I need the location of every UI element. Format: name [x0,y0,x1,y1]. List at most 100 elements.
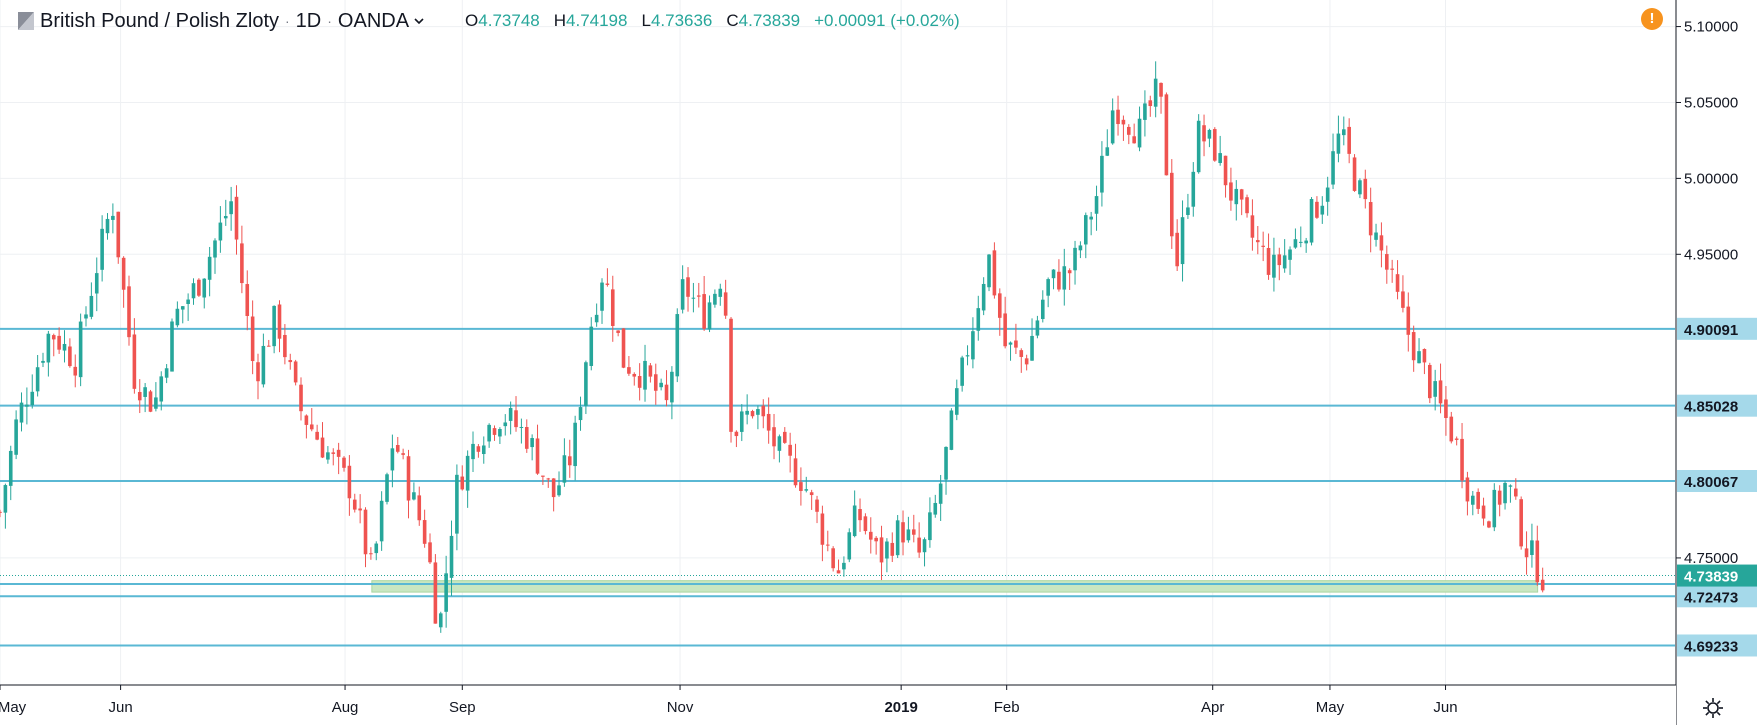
candle-body [401,453,405,455]
candle-body [664,384,669,401]
level-badge-label: 4.72473 [1684,589,1738,606]
candle-body [288,360,293,363]
candle-body [164,368,169,378]
candle-body [1143,103,1147,120]
candle-body [1089,216,1093,220]
candle-body [713,293,717,305]
candle-body [266,345,271,347]
candle-body [1180,217,1185,265]
candle-body [1126,126,1131,135]
candle-body [132,334,137,389]
candle-body [1261,245,1265,247]
interval-label[interactable]: 1D [295,9,322,32]
candle-body [180,306,185,310]
candle-body [293,361,298,383]
candle-body [971,331,975,360]
high-value: 4.74198 [566,11,628,30]
exchange-label[interactable]: OANDA [337,9,410,32]
candle-body [277,304,282,339]
candle-body [433,562,438,624]
x-tick-label: May [0,699,27,716]
alert-icon[interactable]: ! [1641,8,1663,30]
candle-body [842,562,846,570]
candle-body [901,522,905,543]
candle-body [250,316,255,362]
candle-body [567,456,572,466]
candle-body [19,402,24,423]
candle-body [223,215,228,219]
candle-body [1051,269,1056,279]
candle-body [1530,540,1534,555]
candle-body [309,424,314,430]
x-tick-label: 2019 [884,699,917,716]
candle-body [1352,157,1357,191]
candle-body [616,330,620,333]
x-tick-label: Sep [449,699,476,716]
candle-body [444,573,448,612]
candle-body [1078,245,1083,251]
candle-body [213,240,217,258]
candle-body [1196,120,1201,173]
candle-body [643,360,647,390]
candle-body [723,292,728,316]
candle-body [229,201,233,215]
open-value: 4.73748 [478,11,540,30]
low-label: L [641,11,651,30]
candle-body [928,512,932,541]
candle-body [197,279,201,296]
candle-body [1057,271,1061,290]
candle-body [944,446,948,480]
candle-body [578,407,583,421]
candle-body [1497,490,1502,505]
candle-body [3,485,8,513]
candle-body [627,367,631,374]
candle-body [73,366,78,376]
level-badge-label: 4.90091 [1684,322,1738,339]
candle-body [739,411,744,432]
candle-body [476,446,481,452]
settings-gear-icon[interactable] [1701,696,1725,720]
candle-body [541,475,545,477]
candle-body [1331,151,1335,185]
candle-body [530,438,534,448]
candle-body [347,465,352,499]
close-label: C [726,11,739,30]
candle-body [965,355,970,357]
candle-body [1040,299,1045,320]
candle-body [116,211,121,258]
candle-body [750,411,755,417]
candle-body [895,520,900,556]
symbol-flag-icon [18,12,34,30]
candle-body [885,541,889,559]
candle-body [283,334,287,358]
candle-body [1116,109,1120,125]
candle-body [422,520,427,544]
candle-body [57,335,61,350]
candle-body [1406,306,1411,335]
candle-body [240,243,244,284]
candle-body [1503,482,1507,504]
candle-body [202,278,207,298]
candle-body [1379,235,1384,251]
level-badge [1677,634,1757,657]
candle-body [1368,202,1373,236]
candle-body [1465,477,1470,502]
level-badge [1677,470,1757,493]
candle-body [369,553,373,555]
candle-body [471,443,475,460]
symbol-name[interactable]: British Pound / Polish Zloty [40,9,279,32]
candle-body [336,449,341,457]
candle-body [519,426,524,428]
level-badge [1677,394,1757,417]
candle-body [41,360,45,363]
candle-body [148,391,153,412]
candle-body [379,500,384,542]
candle-body [191,283,196,299]
candle-body [1164,94,1169,176]
candle-body [1454,438,1459,440]
chevron-down-icon[interactable] [413,15,425,27]
candle-body [605,283,610,285]
candle-body [782,431,787,443]
candles-group [0,61,1545,633]
